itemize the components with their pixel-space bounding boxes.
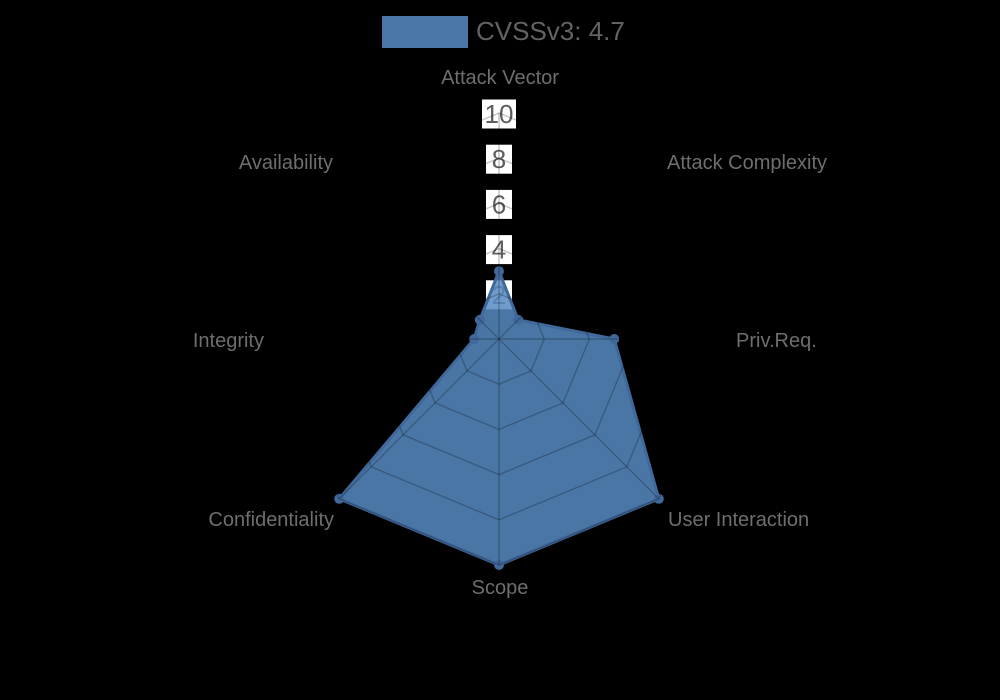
axis-label-integrity: Integrity <box>193 330 264 352</box>
grid-spoke <box>338 178 500 340</box>
axis-label-confidentiality: Confidentiality <box>208 509 334 531</box>
series-vertex-dot <box>469 334 480 344</box>
tick-value: 4 <box>492 235 506 265</box>
tick-value: 6 <box>492 189 506 219</box>
grid-ring <box>407 247 591 431</box>
series-vertex-dot <box>653 493 664 504</box>
grid-spoke <box>498 178 660 340</box>
grid-spoke <box>498 338 660 500</box>
tick-box <box>486 189 512 219</box>
grid-ring <box>272 112 726 566</box>
axis-label-availability: Availability <box>239 152 333 174</box>
grid-spoke <box>338 338 500 500</box>
tick-value: 8 <box>492 144 506 174</box>
series-vertex-dot <box>334 493 345 504</box>
axis-label-scope: Scope <box>472 577 529 599</box>
grid-ring <box>452 292 546 386</box>
series-vertex-dot <box>513 314 524 325</box>
tick-value: 10 <box>485 99 514 129</box>
legend[interactable]: CVSSv3: 4.7 <box>382 16 625 48</box>
grid-ring <box>317 157 681 521</box>
axis-label-attack-vector: Attack Vector <box>441 67 559 89</box>
radial-tick-labels: 246810 <box>482 99 516 310</box>
series-polygon <box>334 266 664 570</box>
tick-box <box>486 235 512 265</box>
series-vertex-dot <box>494 560 504 570</box>
axis-label-attack-complexity: Attack Complexity <box>667 152 827 174</box>
tick-box <box>486 144 512 174</box>
radar-grid <box>272 112 726 566</box>
legend-swatch[interactable] <box>382 16 468 48</box>
axis-label-priv-req: Priv.Req. <box>736 330 817 352</box>
legend-label[interactable]: CVSSv3: 4.7 <box>476 16 625 46</box>
axis-category-labels: Attack Vector Attack Complexity Priv.Req. U… <box>193 67 827 599</box>
axis-label-user-interaction: User Interaction <box>668 509 809 531</box>
grid-ring <box>362 202 636 476</box>
series-vertex-dot <box>609 334 620 344</box>
tick-box <box>482 99 516 129</box>
series-vertex-dot <box>494 266 504 277</box>
series-vertex-dot <box>474 314 485 325</box>
